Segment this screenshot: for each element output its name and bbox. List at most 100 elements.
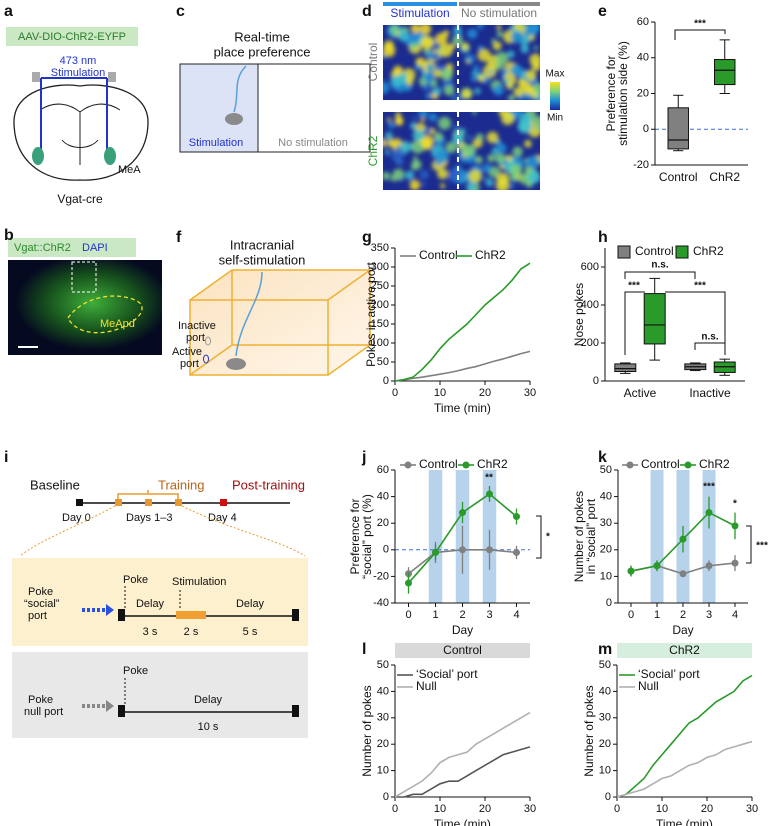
- heat-blob: [460, 128, 466, 134]
- heat-blob: [503, 78, 510, 84]
- x-tick-label: 10: [656, 803, 668, 815]
- virus-label: AAV-DIO-ChR2-EYFP: [18, 31, 126, 43]
- marker: [486, 546, 493, 554]
- heat-blob: [445, 141, 457, 153]
- heat-blob: [409, 179, 421, 190]
- marker: [459, 509, 466, 517]
- y-tick-label: 50: [599, 659, 611, 671]
- y-tick-label: 20: [377, 517, 389, 529]
- legend-label: ChR2: [475, 248, 506, 262]
- heat-blob: [525, 180, 533, 188]
- heat-blob: [411, 159, 422, 170]
- panel-letter: b: [4, 227, 14, 244]
- legend-label: ‘Social’ port: [416, 667, 478, 681]
- heat-blob: [477, 25, 484, 30]
- heat-blob: [468, 169, 482, 184]
- significance-label: *: [546, 532, 550, 543]
- heat-blob: [433, 132, 444, 142]
- significance-label: ***: [694, 281, 706, 292]
- segment-label: 2 s: [184, 626, 199, 638]
- heat-blob: [465, 59, 470, 64]
- row-label: Poke: [28, 586, 53, 598]
- inset-box: [71, 261, 97, 293]
- x-tick-label: 3: [486, 609, 492, 621]
- y-axis-label: “social” port (%): [360, 494, 374, 579]
- y-tick-label: 0: [606, 597, 612, 609]
- marker: [459, 546, 466, 554]
- heat-blob: [501, 68, 508, 75]
- stimulation-band: [650, 470, 664, 603]
- heat-blob: [473, 65, 480, 72]
- y-tick-label: 250: [371, 280, 389, 292]
- heat-blob: [520, 44, 530, 54]
- heat-blob: [475, 156, 483, 164]
- y-tick-label: 400: [581, 299, 599, 311]
- x-tick-label: 0: [392, 803, 398, 815]
- heat-blob: [487, 154, 496, 163]
- row-label: port: [28, 610, 47, 622]
- end-marker: [292, 609, 299, 621]
- y-tick-label: 300: [371, 261, 389, 273]
- marker: [705, 562, 713, 570]
- heat-blob: [472, 112, 477, 115]
- panel-letter: d: [362, 3, 372, 20]
- heat-blob: [425, 92, 432, 99]
- day-label: Days 1–3: [126, 512, 172, 524]
- y-tick-label: -20: [373, 570, 389, 582]
- mouse: [225, 113, 243, 125]
- heat-blob: [519, 80, 532, 92]
- heat-blob: [395, 118, 404, 126]
- mea-region: [32, 147, 44, 165]
- heat-blob: [510, 64, 523, 77]
- heat-blob: [525, 69, 537, 81]
- heat-blob: [491, 38, 496, 44]
- segment-label: Delay: [136, 598, 165, 610]
- heat-blob: [495, 61, 504, 70]
- legend-label: ‘Social’ port: [638, 667, 700, 681]
- heat-blob: [421, 72, 427, 78]
- heat-blob: [419, 25, 432, 35]
- significance-label: n.s.: [651, 260, 668, 271]
- fiber-cap: [32, 72, 40, 82]
- x-tick-label: ChR2: [709, 170, 740, 184]
- heat-blob: [488, 69, 494, 75]
- segment-label: 3 s: [143, 626, 158, 638]
- legend-marker: [462, 461, 470, 469]
- heat-blob: [453, 124, 460, 132]
- heat-blob: [513, 86, 524, 97]
- panel-title: place preference: [214, 44, 311, 59]
- heat-blob: [383, 171, 391, 181]
- heat-blob: [463, 144, 476, 157]
- heat-blob: [437, 168, 449, 180]
- y-tick-label: 0: [593, 375, 599, 387]
- y-tick-label: 600: [581, 261, 599, 273]
- colorbar-label: Max: [546, 69, 565, 80]
- y-tick-label: 200: [371, 299, 389, 311]
- significance-label: *: [733, 499, 737, 510]
- heat-blob: [430, 52, 440, 61]
- day-marker: [145, 499, 152, 506]
- heat-blob: [412, 115, 417, 121]
- y-axis-label: Number of pokes: [582, 685, 596, 776]
- heat-blob: [488, 166, 500, 178]
- day-marker: [115, 499, 122, 506]
- significance-label: ***: [703, 482, 715, 493]
- heat-blob: [452, 132, 464, 145]
- mea-outline: [67, 295, 143, 334]
- heat-blob: [410, 122, 417, 129]
- y-tick-label: 0: [643, 123, 649, 135]
- heat-blob: [390, 85, 395, 90]
- x-tick-label: 20: [479, 803, 491, 815]
- heatmap-blobs: [383, 112, 540, 190]
- heat-blob: [533, 27, 540, 34]
- box: [714, 59, 736, 86]
- port-label: Inactive: [178, 320, 216, 332]
- marker: [705, 509, 713, 517]
- stimulation-band: [702, 470, 716, 603]
- significance-label: ***: [694, 19, 706, 30]
- y-tick-label: 0: [605, 791, 611, 803]
- heat-blob: [397, 29, 410, 42]
- line: [394, 711, 531, 798]
- heat-blob: [471, 70, 478, 77]
- x-tick-label: 30: [746, 803, 758, 815]
